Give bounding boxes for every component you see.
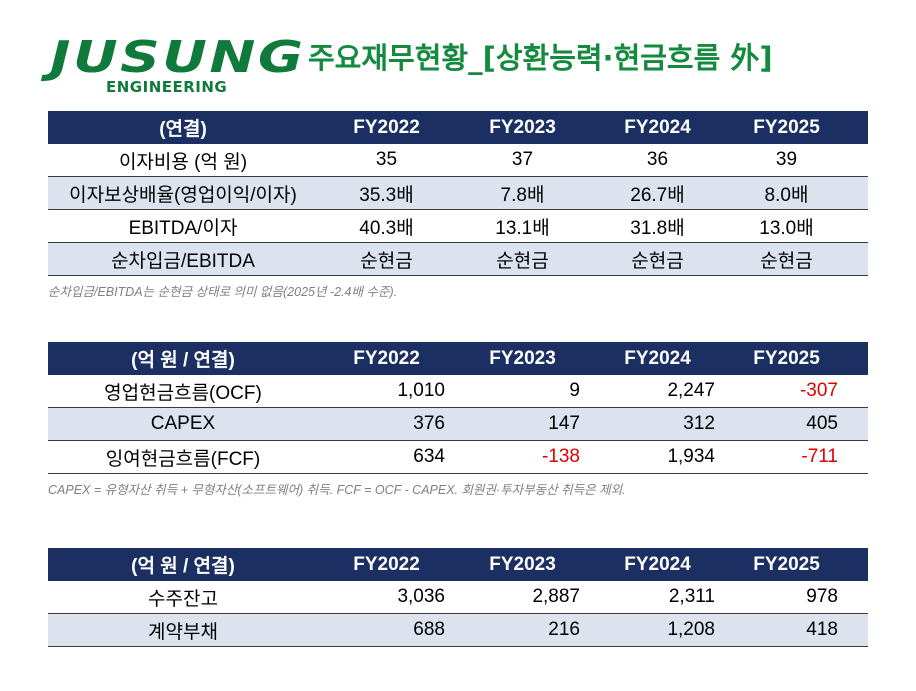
value-cell: 39 xyxy=(775,149,798,170)
footnote: CAPEX = 유형자산 취득 + 무형자산(소프트웨어) 취득. FCF = … xyxy=(48,483,626,497)
row-label: 이자비용 (억 원) xyxy=(118,151,248,173)
page-title: 주요재무현황_[상환능력·현금흐름 外] xyxy=(308,41,773,75)
header-row: (억 원 / 연결) FY2022 FY2023 FY2024 FY2025 xyxy=(48,342,868,375)
value-cell: 26.7배 xyxy=(630,184,685,206)
table: (억 원 / 연결) FY2022 FY2023 FY2024 FY2025 수주잔고 3,… xyxy=(48,548,868,647)
value-cell: 7.8배 xyxy=(500,184,545,206)
table-row: CAPEX 376 147 312 405 xyxy=(48,408,868,441)
value-cell: 35 xyxy=(375,149,398,170)
header-cell: FY2023 xyxy=(489,553,556,575)
value-cell: 13.1배 xyxy=(495,217,550,239)
header-cell: (억 원 / 연결) xyxy=(131,350,235,371)
header-cell: FY2025 xyxy=(753,553,820,575)
header-cell: FY2023 xyxy=(489,116,556,138)
value-cell: 35.3배 xyxy=(359,184,414,206)
row-label: 잉여현금흐름(FCF) xyxy=(105,448,261,470)
logo: JUSUNG xyxy=(50,32,306,83)
row-label: EBITDA/이자 xyxy=(128,217,238,239)
value-cell: 376 xyxy=(413,413,445,434)
value-cell: 1,208 xyxy=(667,619,715,640)
header-cell: FY2025 xyxy=(753,116,820,138)
header-cell: (연결) xyxy=(159,119,207,140)
value-cell: -138 xyxy=(541,446,580,467)
value-cell: 3,036 xyxy=(397,586,445,607)
value-cell: 13.0배 xyxy=(759,217,814,239)
header-row: (억 원 / 연결) FY2022 FY2023 FY2024 FY2025 xyxy=(48,548,868,581)
footnote: 순차입금/EBITDA는 순현금 상태로 의미 없음(2025년 -2.4배 수… xyxy=(48,285,398,299)
header-row: (연결) FY2022 FY2023 FY2024 FY2025 xyxy=(48,111,868,144)
header-cell: FY2022 xyxy=(353,553,420,575)
table-row: 수주잔고 3,036 2,887 2,311 978 xyxy=(48,581,868,614)
value-cell: 9 xyxy=(569,380,580,401)
table-row: 순차입금/EBITDA 순현금 순현금 순현금 순현금 xyxy=(48,243,868,276)
header-cell: FY2023 xyxy=(489,347,556,369)
value-cell: 1,934 xyxy=(667,446,715,467)
value-cell: 2,311 xyxy=(668,586,715,607)
value-cell: 31.8배 xyxy=(630,217,685,239)
header-cell: FY2025 xyxy=(753,347,820,369)
value-cell: 634 xyxy=(413,446,445,467)
value-cell: -307 xyxy=(799,380,838,401)
table: (연결) FY2022 FY2023 FY2024 FY2025 이자비용 (억 원) 35… xyxy=(48,111,868,300)
row-label: 계약부채 xyxy=(148,621,218,643)
value-cell: 37 xyxy=(511,149,534,170)
value-cell: 36 xyxy=(646,149,669,170)
value-cell: 216 xyxy=(548,619,580,640)
value-cell: 순현금 xyxy=(496,250,549,272)
row-label: 수주잔고 xyxy=(148,588,218,610)
header-cell: FY2022 xyxy=(353,116,420,138)
row-label: 영업현금흐름(OCF) xyxy=(104,382,262,404)
table-row: 잉여현금흐름(FCF) 634 -138 1,934 -711 xyxy=(48,441,868,474)
value-cell: 2,247 xyxy=(667,380,715,401)
value-cell: 순현금 xyxy=(360,250,413,272)
logo-subtitle: ENGINEERING xyxy=(106,78,228,96)
value-cell: -711 xyxy=(801,446,838,467)
row-label: 순차입금/EBITDA xyxy=(111,250,255,272)
value-cell: 418 xyxy=(806,619,838,640)
value-cell: 147 xyxy=(548,413,580,434)
value-cell: 순현금 xyxy=(631,250,684,272)
table-row: 계약부채 688 216 1,208 418 xyxy=(48,614,868,647)
value-cell: 312 xyxy=(683,413,715,434)
value-cell: 40.3배 xyxy=(359,217,414,239)
header-cell: FY2024 xyxy=(624,116,691,138)
value-cell: 978 xyxy=(806,586,838,607)
value-cell: 8.0배 xyxy=(764,184,809,206)
header-cell: FY2022 xyxy=(353,347,420,369)
table: (억 원 / 연결) FY2022 FY2023 FY2024 FY2025 영업현금흐름… xyxy=(48,342,868,498)
value-cell: 2,887 xyxy=(532,586,580,607)
value-cell: 1,010 xyxy=(397,380,445,401)
table-row: 이자비용 (억 원) 35 37 36 39 xyxy=(48,144,868,177)
header-cell: (억 원 / 연결) xyxy=(131,556,235,577)
value-cell: 순현금 xyxy=(760,250,813,272)
table-row: EBITDA/이자 40.3배 13.1배 31.8배 13.0배 xyxy=(48,210,868,243)
row-label: 이자보상배율(영업이익/이자) xyxy=(69,184,297,206)
value-cell: 688 xyxy=(413,619,445,640)
table-row: 영업현금흐름(OCF) 1,010 9 2,247 -307 xyxy=(48,375,868,408)
row-label: CAPEX xyxy=(150,413,216,434)
table-row: 이자보상배율(영업이익/이자) 35.3배 7.8배 26.7배 8.0배 xyxy=(48,177,868,210)
header-cell: FY2024 xyxy=(624,553,691,575)
value-cell: 405 xyxy=(806,413,838,434)
header-cell: FY2024 xyxy=(624,347,691,369)
